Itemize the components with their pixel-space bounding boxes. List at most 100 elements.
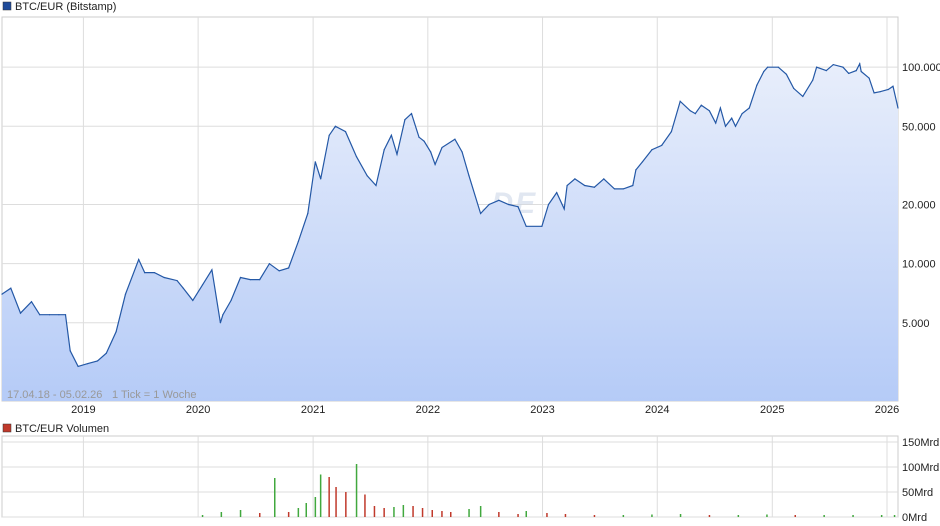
price-point (700, 104, 702, 106)
tick-interval-label: 1 Tick = 1 Woche (112, 389, 196, 401)
price-series (1, 61, 899, 402)
price-point (731, 117, 733, 119)
price-point (480, 212, 482, 215)
volume-bar (239, 510, 242, 517)
y-tick-label: 100.000 (902, 62, 940, 74)
volume-bar (593, 515, 596, 517)
price-point (219, 322, 221, 324)
price-point (793, 87, 795, 89)
price-point (860, 70, 862, 73)
price-legend-label: BTC/EUR (Bitstamp) (15, 1, 116, 13)
price-point (58, 314, 60, 316)
volume-y-axis: 0Mrd 50Mrd 100Mrd 150Mrd (902, 437, 939, 524)
price-point (314, 161, 316, 163)
price-point (69, 350, 71, 352)
price-point (622, 188, 624, 190)
price-point (105, 352, 107, 354)
price-point (873, 92, 875, 94)
price-point (603, 178, 605, 180)
price-point (297, 240, 299, 242)
volume-gridlines (2, 436, 898, 518)
volume-bar (880, 515, 883, 517)
price-point (661, 144, 663, 146)
price-point (724, 125, 727, 127)
x-tick-label: 2019 (71, 404, 95, 416)
price-point (176, 280, 178, 282)
price-point (848, 72, 850, 74)
price-point (418, 136, 420, 138)
volume-bar (393, 507, 395, 517)
price-point (719, 107, 722, 109)
volume-legend: BTC/EUR Volumen (2, 423, 109, 435)
price-point (461, 151, 463, 153)
volume-bar (274, 478, 276, 517)
price-point (96, 360, 99, 362)
x-tick-label: 2022 (416, 404, 440, 416)
price-y-axis: 5.000 10.000 20.000 50.000 100.000 (902, 62, 940, 330)
volume-bar (708, 515, 711, 517)
x-tick-label: 2024 (645, 404, 669, 416)
price-point (694, 113, 696, 115)
price-point (748, 107, 750, 109)
price-point (48, 314, 51, 316)
volume-bar (441, 511, 443, 517)
price-point (763, 70, 765, 73)
price-point (249, 279, 251, 281)
price-point (734, 125, 737, 127)
price-point (396, 153, 398, 155)
volume-legend-label: BTC/EUR Volumen (15, 423, 109, 435)
price-point (613, 188, 616, 190)
price-point (19, 312, 22, 314)
volume-bar (546, 513, 548, 517)
price-point (825, 70, 827, 72)
price-point (488, 203, 490, 206)
y-tick-label: 10.000 (902, 259, 936, 271)
price-point (842, 66, 844, 68)
price-point (832, 64, 834, 66)
price-point (785, 73, 788, 75)
price-point (812, 79, 814, 81)
price-legend: BTC/EUR (Bitstamp) (2, 1, 116, 13)
price-x-axis: 2019 2020 2021 2022 2023 2024 2025 2026 (71, 404, 899, 416)
price-point (708, 110, 711, 112)
volume-bar (383, 508, 385, 517)
volume-y-tick-label: 150Mrd (902, 437, 939, 449)
price-point (334, 125, 336, 127)
price-point (124, 293, 127, 295)
price-point (1, 293, 3, 295)
volume-bar (564, 514, 567, 517)
price-point (259, 279, 261, 281)
price-point (423, 140, 425, 142)
price-point (144, 272, 146, 274)
price-point (30, 301, 33, 303)
price-point (741, 113, 743, 115)
price-point (153, 272, 155, 274)
volume-bar (766, 514, 768, 517)
volume-bar (679, 514, 682, 517)
x-tick-label: 2020 (186, 404, 210, 416)
price-point (651, 149, 653, 151)
price-point (868, 77, 870, 79)
price-point (859, 63, 861, 65)
price-point (454, 138, 456, 140)
price-point (641, 161, 644, 163)
price-point (222, 314, 224, 316)
price-point (517, 206, 519, 208)
price-point (508, 203, 510, 206)
price-point (802, 95, 804, 97)
price-point (525, 225, 527, 227)
price-point (366, 175, 368, 177)
price-point (344, 131, 347, 133)
y-tick-label: 20.000 (902, 200, 936, 212)
price-point (182, 287, 184, 289)
price-point (39, 314, 41, 316)
volume-bar (201, 515, 204, 517)
volume-bar (287, 512, 290, 517)
volume-series (201, 464, 896, 517)
volume-bar (622, 515, 625, 517)
price-point (192, 299, 194, 301)
price-point (441, 146, 443, 149)
volume-bar (297, 508, 300, 517)
price-point (375, 184, 377, 187)
